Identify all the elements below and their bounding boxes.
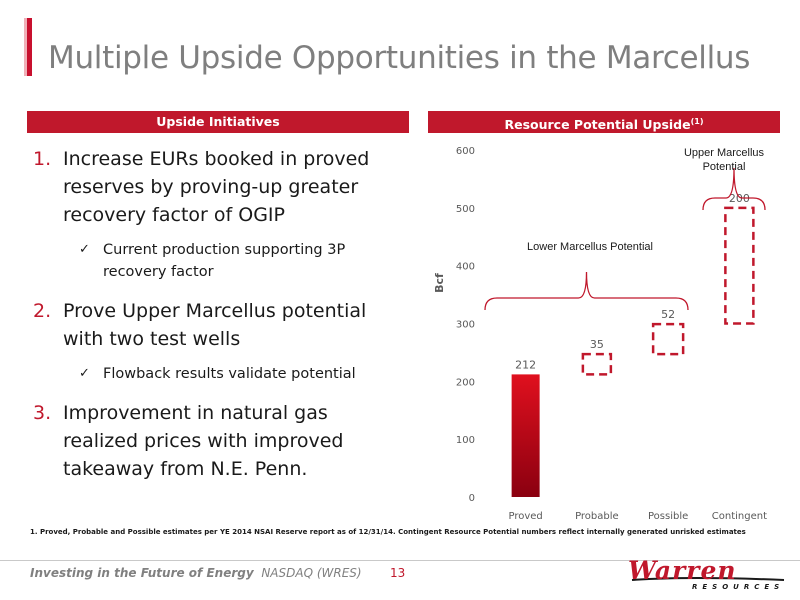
lower-marcellus-brace bbox=[484, 271, 689, 311]
initiative-text: Prove Upper Marcellus potential with two… bbox=[63, 300, 367, 350]
footnote: 1. Proved, Probable and Possible estimat… bbox=[30, 528, 746, 536]
initiative-2-sub: ✓ Flowback results validate potential bbox=[79, 363, 403, 385]
y-tick-label: 200 bbox=[456, 377, 475, 388]
initiative-text: Improvement in natural gas realized pric… bbox=[63, 402, 344, 480]
upper-marcellus-label-line1: Upper Marcellus bbox=[684, 147, 765, 159]
upside-initiatives-header: Upside Initiatives bbox=[27, 111, 409, 133]
checkmark-icon: ✓ bbox=[79, 366, 90, 381]
initiative-1: 1. Increase EURs booked in proved reserv… bbox=[33, 145, 403, 229]
y-tick-label: 500 bbox=[456, 204, 475, 215]
upper-marcellus-label-line2: Potential bbox=[703, 161, 746, 173]
lower-marcellus-label: Lower Marcellus Potential bbox=[527, 241, 653, 253]
initiative-number: 3. bbox=[33, 402, 52, 424]
y-tick-label: 300 bbox=[456, 320, 475, 331]
page-number: 13 bbox=[390, 566, 406, 580]
data-label: 35 bbox=[590, 338, 604, 351]
initiative-3: 3. Improvement in natural gas realized p… bbox=[33, 399, 403, 483]
bar-proved bbox=[511, 374, 540, 497]
bar-probable bbox=[581, 352, 613, 376]
logo-sub: RESOURCES bbox=[692, 583, 785, 591]
initiative-number: 1. bbox=[33, 148, 52, 170]
y-tick-label: 400 bbox=[456, 262, 475, 273]
initiative-sub-text: Current production supporting 3P recover… bbox=[103, 242, 346, 280]
x-tick-label: Contingent bbox=[712, 511, 767, 522]
initiative-sub-text: Flowback results validate potential bbox=[103, 366, 356, 382]
x-tick-label: Probable bbox=[575, 511, 619, 522]
footer-tagline-text: Investing in the Future of Energy bbox=[30, 566, 254, 580]
upper-marcellus-brace bbox=[702, 167, 766, 211]
data-label: 212 bbox=[515, 358, 536, 371]
title-accent-bar bbox=[24, 18, 32, 76]
initiative-2: 2. Prove Upper Marcellus potential with … bbox=[33, 297, 403, 353]
x-tick-label: Proved bbox=[508, 511, 542, 522]
footer-tagline: Investing in the Future of Energy NASDAQ… bbox=[30, 566, 362, 580]
footnote-ref: (1) bbox=[690, 117, 704, 126]
footer-ticker: NASDAQ (WRES) bbox=[261, 566, 362, 580]
slide-title: Multiple Upside Opportunities in the Mar… bbox=[48, 40, 751, 76]
bar-contingent bbox=[724, 206, 755, 325]
footer-divider bbox=[0, 560, 800, 561]
upside-initiatives-header-text: Upside Initiatives bbox=[156, 114, 280, 129]
resource-potential-chart: 0 100 200 300 400 500 600 Proved Probable Possibl… bbox=[433, 146, 767, 522]
data-label: 52 bbox=[661, 308, 675, 321]
initiatives-list: 1. Increase EURs booked in proved reserv… bbox=[33, 145, 403, 497]
data-label: 200 bbox=[729, 192, 750, 205]
checkmark-icon: ✓ bbox=[79, 242, 90, 257]
initiative-1-sub: ✓ Current production supporting 3P recov… bbox=[79, 239, 403, 283]
x-tick-label: Possible bbox=[648, 511, 688, 522]
y-tick-label: 600 bbox=[456, 146, 475, 157]
logo-swoosh-icon bbox=[631, 577, 785, 581]
y-tick-label: 0 bbox=[469, 493, 475, 504]
initiative-text: Increase EURs booked in proved reserves … bbox=[63, 148, 370, 226]
y-tick-label: 100 bbox=[456, 435, 475, 446]
logo-word: Warren bbox=[628, 556, 737, 585]
bar-possible bbox=[651, 322, 685, 356]
resource-potential-header: Resource Potential Upside(1) bbox=[428, 111, 780, 133]
initiative-number: 2. bbox=[33, 300, 52, 322]
resource-potential-header-text: Resource Potential Upside bbox=[504, 117, 691, 133]
warren-logo: Warren RESOURCES bbox=[628, 556, 788, 596]
y-axis-label: Bcf bbox=[433, 273, 446, 293]
